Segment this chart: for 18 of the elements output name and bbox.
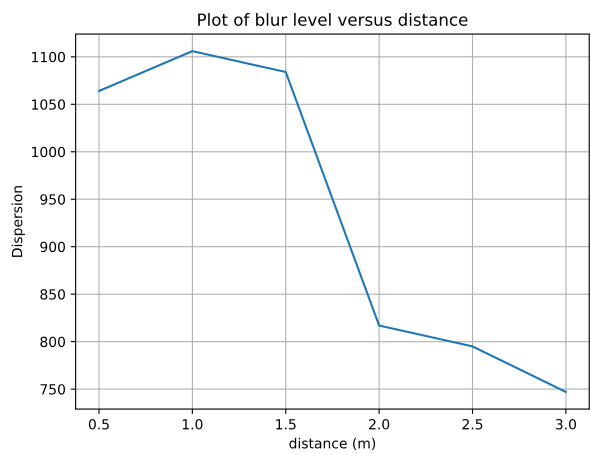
y-tick-label: 900	[40, 242, 66, 252]
line-series	[98, 50, 567, 394]
x-tick-label: 0.5	[88, 419, 109, 430]
x-tick-label: 2.5	[462, 419, 482, 430]
x-tick-label: 2.0	[369, 419, 390, 430]
x-tick-label: 3.0	[556, 419, 576, 430]
x-tick-label: 1.5	[276, 419, 296, 430]
y-tick-label: 800	[40, 336, 66, 348]
chart-title: Plot of blur level versus distance	[198, 13, 468, 26]
y-tick-label: 1100	[32, 52, 66, 62]
y-tick-label: 750	[40, 384, 66, 395]
x-axis-title: distance (m)	[289, 438, 376, 450]
y-tick-label: 1000	[32, 146, 66, 158]
x-tick-label: 1.0	[182, 419, 202, 430]
y-tick-label: 850	[40, 289, 66, 300]
y-tick-label: 950	[40, 194, 66, 205]
y-tick-label: 1050	[32, 99, 66, 110]
y-axis-title: Dispersion	[12, 186, 26, 257]
